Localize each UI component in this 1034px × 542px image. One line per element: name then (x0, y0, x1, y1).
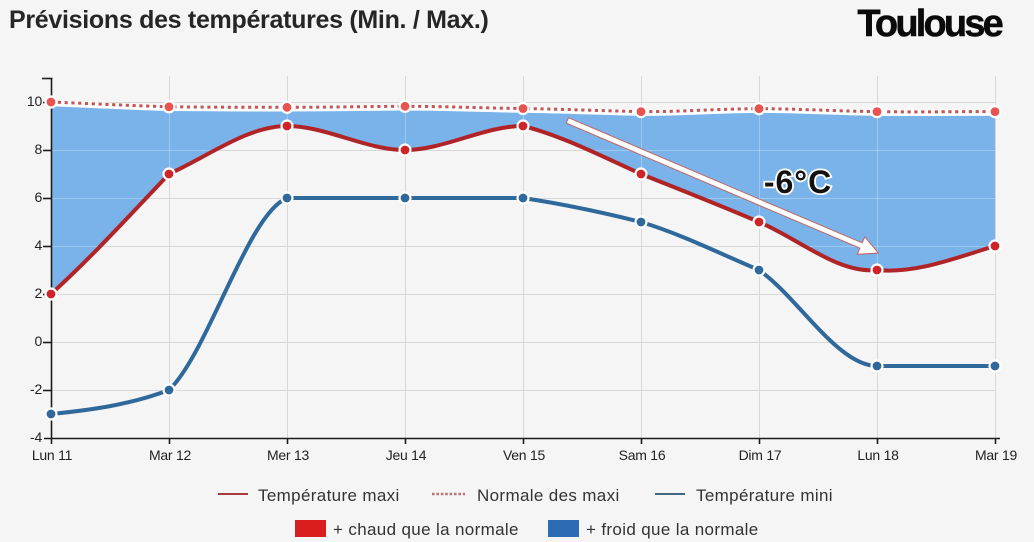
svg-text:6: 6 (34, 189, 42, 205)
svg-text:Mer 13: Mer 13 (267, 447, 310, 463)
svg-text:0: 0 (34, 333, 42, 349)
svg-text:+ froid que la normale: + froid que la normale (586, 520, 759, 539)
svg-text:Lun 11: Lun 11 (32, 447, 73, 463)
svg-text:Jeu 14: Jeu 14 (386, 447, 427, 463)
svg-text:-4: -4 (30, 429, 42, 445)
svg-text:Mar 19: Mar 19 (975, 447, 1018, 463)
svg-text:Normale des maxi: Normale des maxi (477, 486, 620, 505)
svg-text:+ chaud que la normale: + chaud que la normale (333, 520, 519, 539)
svg-text:Ven 15: Ven 15 (503, 447, 546, 463)
svg-text:Mar 12: Mar 12 (149, 447, 192, 463)
svg-text:4: 4 (34, 237, 42, 253)
svg-text:Sam 16: Sam 16 (619, 447, 666, 463)
svg-text:Température maxi: Température maxi (258, 486, 400, 505)
svg-text:Dim 17: Dim 17 (739, 447, 782, 463)
svg-text:8: 8 (34, 141, 42, 157)
svg-text:Température mini: Température mini (696, 486, 833, 505)
svg-text:-6°C: -6°C (764, 164, 832, 200)
svg-text:Lun 18: Lun 18 (857, 447, 899, 463)
svg-text:10: 10 (27, 93, 43, 109)
svg-text:-2: -2 (30, 381, 42, 397)
svg-text:2: 2 (34, 285, 42, 301)
